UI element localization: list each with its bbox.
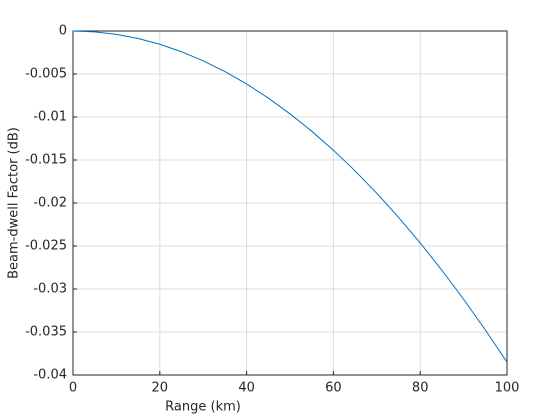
y-tick-label: 0 bbox=[59, 24, 67, 39]
y-tick-label: -0.03 bbox=[33, 282, 67, 297]
y-tick-label: -0.035 bbox=[25, 325, 67, 340]
x-tick-label: 60 bbox=[325, 381, 342, 396]
x-tick-label: 80 bbox=[412, 381, 429, 396]
x-tick-label: 40 bbox=[238, 381, 255, 396]
y-tick-label: -0.015 bbox=[25, 153, 67, 168]
y-tick-label: -0.02 bbox=[33, 196, 67, 211]
y-tick-label: -0.025 bbox=[25, 239, 67, 254]
x-tick-label: 0 bbox=[69, 381, 77, 396]
y-tick-label: -0.005 bbox=[25, 67, 67, 82]
x-tick-label: 100 bbox=[495, 381, 520, 396]
y-tick-label: -0.01 bbox=[33, 110, 67, 125]
x-tick-label: 20 bbox=[152, 381, 169, 396]
y-tick-label: -0.04 bbox=[33, 368, 67, 383]
data-line bbox=[72, 30, 508, 363]
x-axis-label: Range (km) bbox=[165, 400, 241, 415]
y-axis-label: Beam-dwell Factor (dB) bbox=[7, 127, 22, 279]
plot-frame bbox=[72, 30, 508, 376]
